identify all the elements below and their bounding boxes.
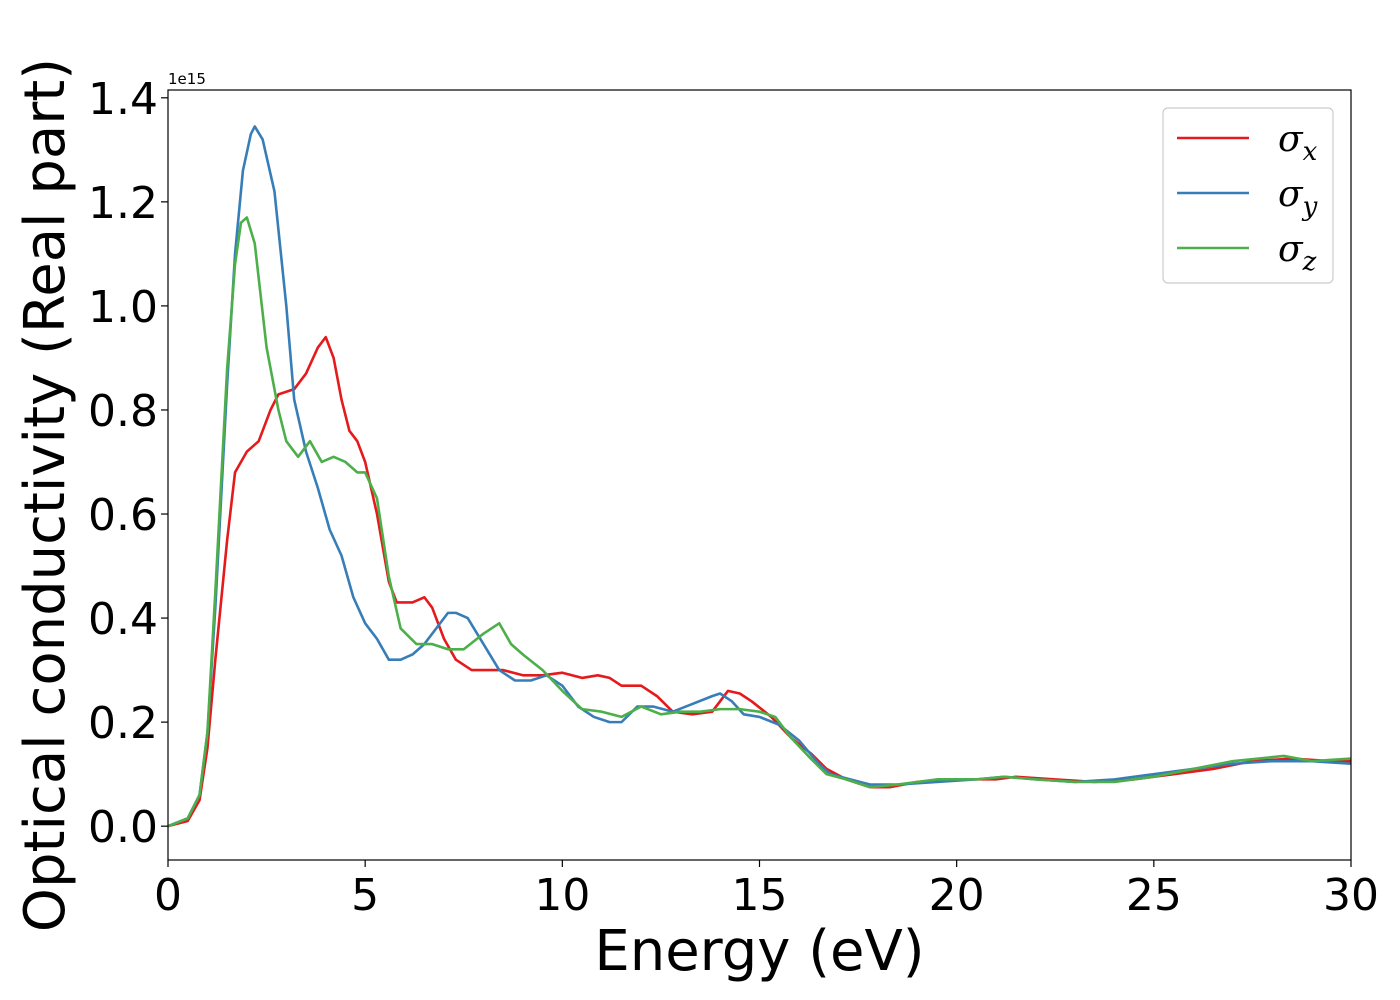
- series-line-x: [168, 335, 1351, 828]
- legend-box: [1162, 107, 1334, 284]
- y-tick-label: 1.0: [88, 282, 158, 333]
- axes-layer: 0 5 10 15 20 25 30 0.0 0.2 0.4 0.6 0.8 1.0 1.2 1.4: [88, 74, 1379, 921]
- legend-label-base: σ: [1278, 119, 1304, 160]
- legend-label-base: σ: [1278, 174, 1304, 215]
- legend-label-x: σx: [1278, 119, 1318, 167]
- y-tick-label: 0.0: [88, 802, 158, 853]
- legend-label-subscript: x: [1303, 137, 1318, 167]
- legend-label-subscript: z: [1302, 247, 1317, 277]
- legend-label-y: σy: [1278, 174, 1318, 222]
- legend-label-subscript: y: [1302, 192, 1318, 222]
- y-tick-label: 0.4: [88, 594, 158, 645]
- series-layer: [168, 125, 1351, 828]
- y-tick-label: 0.2: [88, 698, 158, 749]
- x-tick-label: 30: [1323, 870, 1379, 921]
- y-axis-offset-label: 1e15: [168, 70, 206, 88]
- x-axis-title: Energy (eV): [594, 919, 924, 984]
- y-tick-label: 1.4: [88, 74, 158, 125]
- y-axis-title: Optical conductivity (Real part): [13, 58, 78, 932]
- x-tick-label: 5: [351, 870, 379, 921]
- y-tick-label: 0.8: [88, 386, 158, 437]
- x-tick-label: 0: [154, 870, 182, 921]
- x-tick-label: 10: [534, 870, 590, 921]
- y-tick-label: 0.6: [88, 490, 158, 541]
- x-tick-label: 25: [1126, 870, 1182, 921]
- legend-label-base: σ: [1278, 229, 1304, 270]
- y-tick-label: 1.2: [88, 178, 158, 229]
- x-tick-label: 15: [732, 870, 788, 921]
- legend-label-z: σz: [1278, 229, 1317, 277]
- x-tick-label: 20: [929, 870, 985, 921]
- series-line-z: [168, 216, 1351, 828]
